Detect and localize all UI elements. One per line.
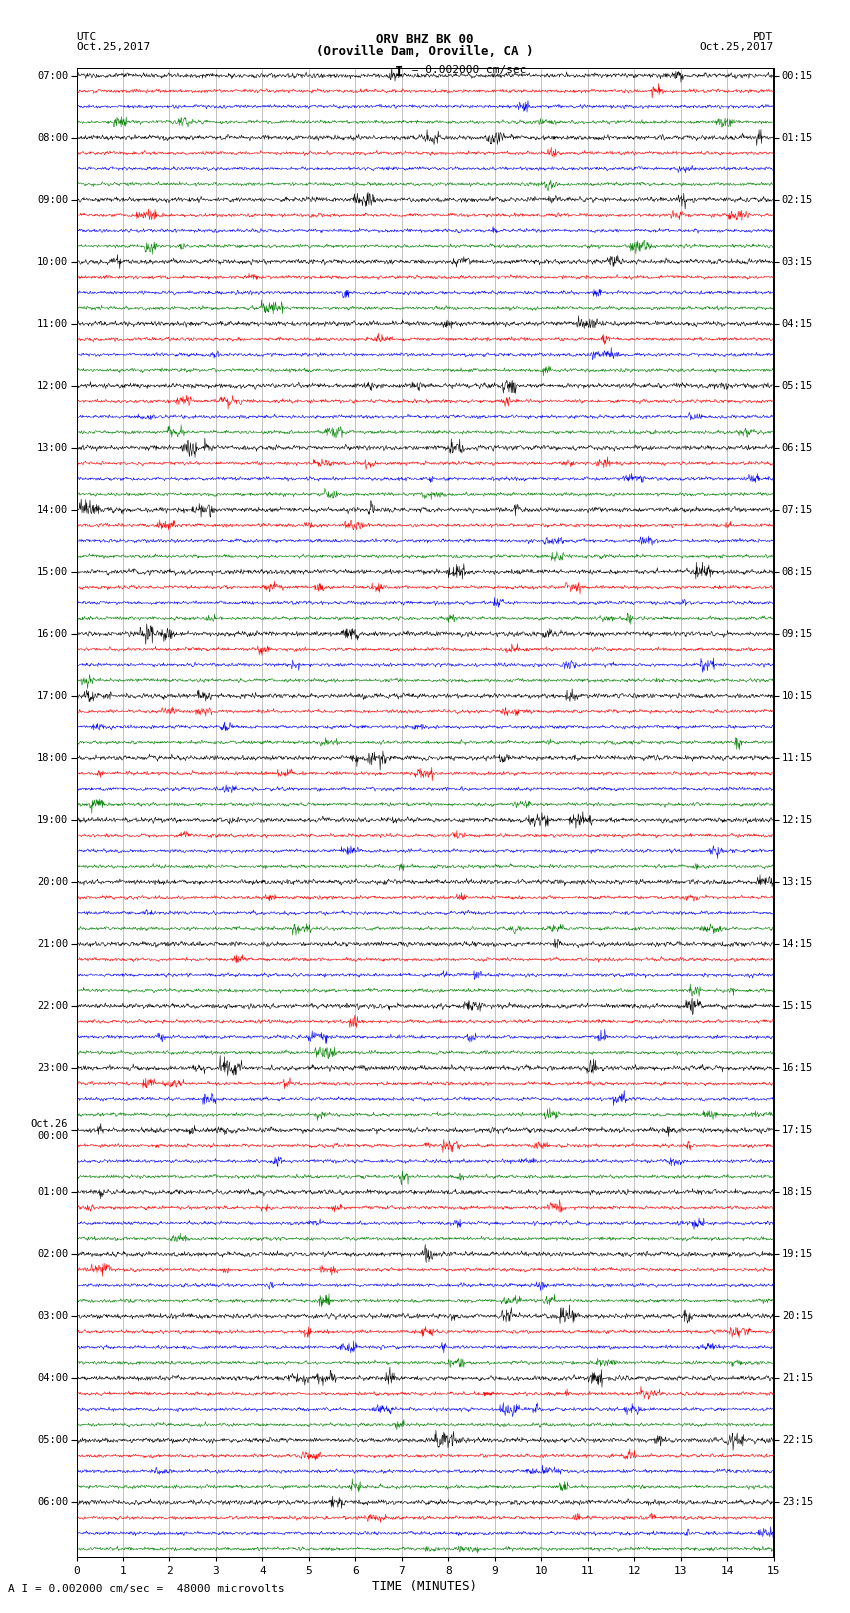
- Text: Oct.25,2017: Oct.25,2017: [700, 42, 774, 52]
- Text: A I = 0.002000 cm/sec =  48000 microvolts: A I = 0.002000 cm/sec = 48000 microvolts: [8, 1584, 286, 1594]
- Text: = 0.002000 cm/sec: = 0.002000 cm/sec: [405, 65, 527, 74]
- Text: I: I: [395, 65, 404, 79]
- Text: UTC: UTC: [76, 32, 97, 42]
- Text: ORV BHZ BK 00: ORV BHZ BK 00: [377, 32, 473, 45]
- Text: PDT: PDT: [753, 32, 774, 42]
- Text: (Oroville Dam, Oroville, CA ): (Oroville Dam, Oroville, CA ): [316, 45, 534, 58]
- Text: Oct.25,2017: Oct.25,2017: [76, 42, 150, 52]
- X-axis label: TIME (MINUTES): TIME (MINUTES): [372, 1579, 478, 1592]
